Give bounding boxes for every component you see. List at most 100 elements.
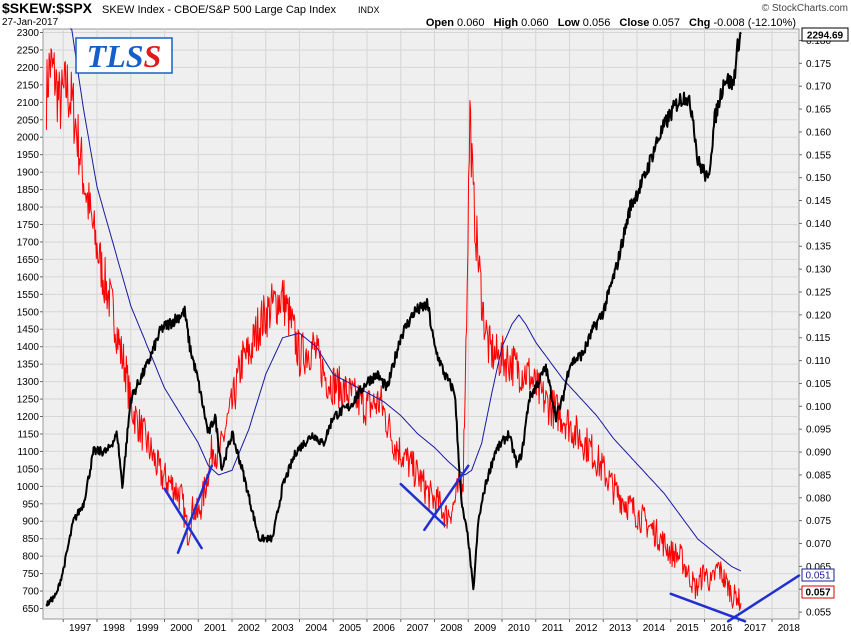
spx-last-value-box <box>801 27 849 42</box>
grid <box>43 29 799 619</box>
x-tick-label: 2006 <box>373 623 396 633</box>
left-tick-label: 2150 <box>17 80 40 91</box>
left-tick-label: 1150 <box>17 429 39 440</box>
open-value: 0.060 <box>457 17 485 29</box>
ma-last-value-badge: 0.051 <box>801 568 835 582</box>
left-tick-label: 1450 <box>17 325 40 336</box>
chg-value: -0.008 (-12.10%) <box>713 17 796 29</box>
left-tick-label: 1350 <box>17 360 40 371</box>
close-value: 0.057 <box>652 17 680 29</box>
spx-series-line <box>45 31 742 607</box>
plot-area <box>42 28 800 620</box>
high-value: 0.060 <box>521 17 549 29</box>
right-tick-label: 0.150 <box>806 173 831 184</box>
left-tick-label: 1000 <box>17 482 40 493</box>
left-tick-label: 1850 <box>17 185 40 196</box>
right-tick-label: 0.075 <box>806 516 831 527</box>
left-tick-label: 2200 <box>17 63 40 74</box>
left-tick-label: 2100 <box>17 98 40 109</box>
left-tick-label: 1900 <box>17 168 40 179</box>
trendline-annotation <box>176 464 213 554</box>
tlss-logo-letter: S <box>126 38 144 74</box>
x-tick-label: 2007 <box>407 623 430 633</box>
left-tick-label: 900 <box>22 517 39 528</box>
left-tick-label: 1250 <box>17 395 40 406</box>
chart-description: SKEW Index - CBOE/S&P 500 Large Cap Inde… <box>102 4 336 16</box>
right-tick-label: 0.120 <box>806 310 831 321</box>
left-y-axis: 650 700 750 800 850 900 950 1000 1050 1100 1150 120… <box>17 28 43 615</box>
ohlc-readout: Open 0.060 High 0.060 Low 0.056 Close 0.… <box>426 17 796 29</box>
skew-spx-ratio-line <box>45 48 742 611</box>
spx-last-value: 2294.69 <box>807 31 844 42</box>
ma-last-value: 0.051 <box>805 571 830 582</box>
trendline-annotation <box>726 574 801 623</box>
series-layer <box>45 28 742 611</box>
left-tick-label: 1950 <box>17 150 40 161</box>
ratio-last-value-badge: 0.057 <box>801 585 835 599</box>
tlss-logo-box <box>75 37 173 74</box>
right-tick-label: 0.105 <box>806 379 831 390</box>
x-tick-label: 2008 <box>440 623 463 633</box>
chart-exchange: INDX <box>358 5 380 15</box>
right-tick-label: 0.065 <box>806 562 831 573</box>
left-tick-label: 750 <box>22 569 39 580</box>
tlss-logo-letter: T <box>87 38 108 74</box>
right-tick-label: 0.130 <box>806 265 831 276</box>
high-label: High <box>494 17 519 29</box>
right-tick-label: 0.080 <box>806 493 831 504</box>
x-tick-label: 2018 <box>778 623 801 633</box>
x-tick-label: 2001 <box>204 623 227 633</box>
x-tick-label: 2009 <box>474 623 497 633</box>
left-tick-label: 1500 <box>17 307 40 318</box>
left-tick-label: 1400 <box>17 342 40 353</box>
chg-label: Chg <box>689 17 710 29</box>
x-tick-label: 2016 <box>710 623 733 633</box>
left-tick-label: 1100 <box>17 447 39 458</box>
x-tick-label: 1999 <box>137 623 160 633</box>
tlss-logo-letter: L <box>105 38 126 74</box>
right-tick-label: 0.085 <box>806 470 831 481</box>
left-tick-label: 1600 <box>17 272 40 283</box>
low-value: 0.056 <box>583 17 611 29</box>
left-tick-label: 2050 <box>17 115 40 126</box>
stockcharts-watermark: © StockCharts.com <box>762 3 848 14</box>
ma-last-value-box <box>801 568 835 582</box>
chart-symbol: $SKEW:$SPX <box>2 0 93 16</box>
left-tick-label: 850 <box>22 534 39 545</box>
right-tick-label: 0.175 <box>806 59 831 70</box>
x-tick-label: 2003 <box>272 623 295 633</box>
close-label: Close <box>619 17 649 29</box>
left-tick-label: 1050 <box>17 464 40 475</box>
trendline-annotation <box>399 482 446 527</box>
tlss-logo-text: TLSS <box>87 38 162 74</box>
right-tick-label: 0.125 <box>806 287 831 298</box>
left-tick-label: 700 <box>22 587 39 598</box>
chart-date: 27-Jan-2017 <box>2 17 59 28</box>
x-axis: 1997 1998 1999 2000 2001 2002 2003 2004 2005 2006… <box>62 619 801 633</box>
x-tick-label: 1998 <box>103 623 126 633</box>
x-tick-label: 2013 <box>609 623 632 633</box>
left-tick-label: 1200 <box>17 412 40 423</box>
x-tick-label: 1997 <box>69 623 92 633</box>
tlss-logo-letter: S <box>144 38 162 74</box>
right-tick-label: 0.095 <box>806 425 831 436</box>
trendline-annotation <box>163 487 203 550</box>
ratio-last-value: 0.057 <box>805 588 830 599</box>
right-tick-label: 0.110 <box>806 356 831 367</box>
tlss-logo: TLSS <box>75 37 173 74</box>
left-tick-label: 650 <box>22 604 39 615</box>
x-tick-label: 2000 <box>170 623 193 633</box>
left-tick-label: 1650 <box>17 255 40 266</box>
left-tick-label: 2000 <box>17 133 40 144</box>
low-label: Low <box>558 17 580 29</box>
trendline-layer <box>163 464 801 623</box>
left-tick-label: 800 <box>22 552 39 563</box>
right-tick-label: 0.070 <box>806 539 831 550</box>
trendline-annotation <box>669 592 747 623</box>
spx-last-value-badge: 2294.69 <box>801 27 849 42</box>
right-tick-label: 0.090 <box>806 448 831 459</box>
right-tick-label: 0.115 <box>806 333 831 344</box>
right-tick-label: 0.135 <box>806 242 831 253</box>
left-tick-label: 1750 <box>17 220 40 231</box>
